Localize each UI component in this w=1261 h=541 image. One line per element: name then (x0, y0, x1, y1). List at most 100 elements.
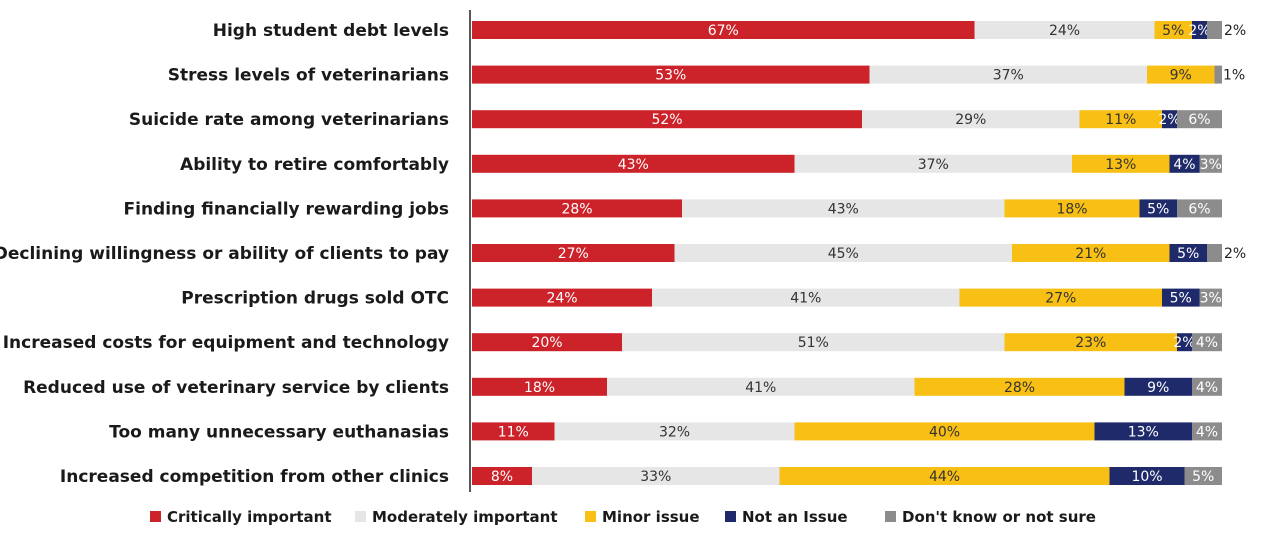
bar-segment (1177, 333, 1192, 352)
bar-value-label: 44% (929, 469, 960, 485)
bar-value-label: 4% (1196, 335, 1218, 351)
category-label: Suicide rate among veterinarians (129, 110, 449, 130)
bar-value-label: 23% (1075, 335, 1106, 351)
bar-value-label: 24% (546, 291, 577, 307)
bar-segment (622, 333, 1005, 352)
bar-segment (1139, 199, 1177, 218)
bar-segment (472, 377, 607, 396)
bar-value-label: 6% (1188, 112, 1210, 128)
bar-segment (1124, 377, 1192, 396)
bar-value-label: 8% (491, 469, 513, 485)
legend-label: Minor issue (602, 508, 700, 526)
bar-value-label: 1% (1223, 68, 1245, 84)
bar-value-label: 2% (1224, 23, 1246, 39)
bar-segment (959, 288, 1162, 307)
bar-value-label: 43% (828, 201, 859, 217)
bar-segment (472, 154, 795, 173)
bar-value-label: 24% (1049, 23, 1080, 39)
bar-value-label: 37% (993, 68, 1024, 84)
legend-label: Not an Issue (742, 508, 848, 526)
bar-segment (794, 154, 1072, 173)
bar-segment (974, 21, 1155, 39)
category-labels: High student debt levels Stress levels of… (0, 21, 449, 487)
bar-value-label: 5% (1192, 469, 1214, 485)
bar-segment (472, 422, 555, 441)
bar-segment (1177, 110, 1222, 129)
bar-value-label: 67% (708, 23, 739, 39)
bar-value-label: 11% (498, 424, 529, 440)
bar-segment (1192, 21, 1207, 39)
bar-segment (674, 244, 1012, 262)
bar-value-label: 5% (1162, 23, 1184, 39)
bar-segment (779, 467, 1110, 485)
bar-value-label: 2% (1158, 112, 1180, 128)
bar-value-label: 21% (1075, 246, 1106, 262)
bars-group: 67% 24% 5% 2% 2%53% 37% 9% 1%52% 29% 11% 2% 6%43% 37… (472, 21, 1246, 485)
bar-value-label: 5% (1170, 291, 1192, 307)
bar-segment (1199, 288, 1222, 307)
bar-segment (607, 377, 915, 396)
bar-segment (869, 65, 1147, 84)
bar-segment (1207, 21, 1222, 39)
bar-segment (472, 110, 862, 129)
bar-value-label: 27% (558, 246, 589, 262)
bar-segment (1154, 21, 1192, 39)
bar-segment (1169, 154, 1200, 173)
bar-segment (1109, 467, 1185, 485)
bar-value-label: 40% (929, 424, 960, 440)
legend-swatch (355, 511, 366, 522)
bar-value-label: 52% (651, 112, 682, 128)
category-label: Increased costs for equipment and techno… (3, 333, 449, 353)
bar-value-label: 4% (1196, 424, 1218, 440)
bar-segment (1162, 110, 1177, 129)
bar-value-label: 27% (1045, 291, 1076, 307)
bar-segment (652, 288, 960, 307)
bar-segment (1214, 65, 1222, 84)
bar-value-label: 43% (618, 157, 649, 173)
bar-value-label: 20% (531, 335, 562, 351)
bar-segment (1192, 333, 1222, 352)
legend-label: Don't know or not sure (902, 508, 1096, 526)
bar-segment (1147, 65, 1215, 84)
bar-segment (532, 467, 780, 485)
bar-segment (472, 199, 682, 218)
bar-segment (914, 377, 1125, 396)
bar-segment (1177, 199, 1222, 218)
category-label: High student debt levels (213, 21, 449, 41)
bar-value-label: 45% (828, 246, 859, 262)
category-label: Too many unnecessary euthanasias (109, 422, 449, 442)
category-label: Finding financially rewarding jobs (124, 199, 450, 219)
bar-value-label: 51% (798, 335, 829, 351)
bar-value-label: 9% (1147, 380, 1169, 396)
bar-value-label: 53% (655, 68, 686, 84)
bar-segment (1004, 199, 1140, 218)
bar-value-label: 18% (524, 380, 555, 396)
bar-segment (1079, 110, 1162, 129)
bar-value-label: 28% (561, 201, 592, 217)
bar-value-label: 4% (1196, 380, 1218, 396)
bar-segment (554, 422, 795, 441)
bar-value-label: 13% (1105, 157, 1136, 173)
bar-value-label: 11% (1105, 112, 1136, 128)
legend-label: Critically important (167, 508, 332, 526)
category-label: Stress levels of veterinarians (168, 66, 449, 86)
bar-value-label: 41% (790, 291, 821, 307)
bar-segment (472, 21, 975, 39)
bar-value-label: 28% (1004, 380, 1035, 396)
bar-segment (1004, 333, 1177, 352)
category-label: Ability to retire comfortably (180, 155, 449, 175)
bar-value-label: 41% (745, 380, 776, 396)
legend: Critically important Moderately important… (150, 508, 1096, 526)
bar-value-label: 13% (1128, 424, 1159, 440)
bar-segment (1192, 377, 1222, 396)
bar-segment (472, 467, 532, 485)
bar-value-label: 33% (640, 469, 671, 485)
bar-segment (472, 244, 675, 262)
bar-value-label: 5% (1147, 201, 1169, 217)
bar-segment (472, 333, 622, 352)
legend-label: Moderately important (372, 508, 558, 526)
bar-value-label: 4% (1173, 157, 1195, 173)
bar-value-label: 9% (1170, 68, 1192, 84)
bar-segment (1169, 244, 1207, 262)
